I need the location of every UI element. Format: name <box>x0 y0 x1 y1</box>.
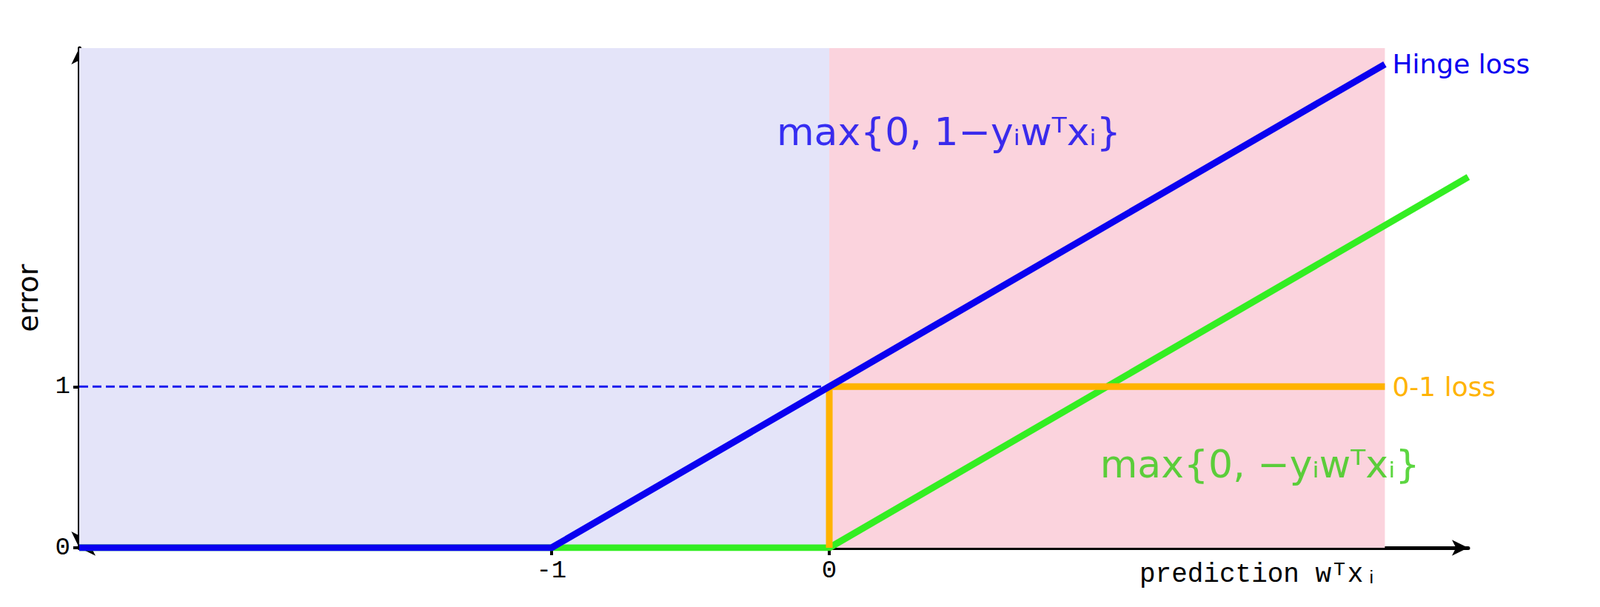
svg-text:0: 0 <box>55 533 71 562</box>
svg-text:max{0, −yᵢwᵀxᵢ}: max{0, −yᵢwᵀxᵢ} <box>1100 442 1421 487</box>
svg-text:max{0, 1−yᵢwᵀxᵢ}: max{0, 1−yᵢwᵀxᵢ} <box>776 109 1121 155</box>
svg-text:1: 1 <box>55 372 71 401</box>
svg-text:0: 0 <box>821 556 837 585</box>
svg-text:prediction wᵀxᵢ: prediction wᵀxᵢ <box>1139 559 1380 591</box>
svg-text:-1: -1 <box>536 556 567 585</box>
svg-text:Hinge loss: Hinge loss <box>1391 48 1530 80</box>
svg-text:error: error <box>11 263 45 332</box>
svg-text:0-1 loss: 0-1 loss <box>1391 371 1496 403</box>
